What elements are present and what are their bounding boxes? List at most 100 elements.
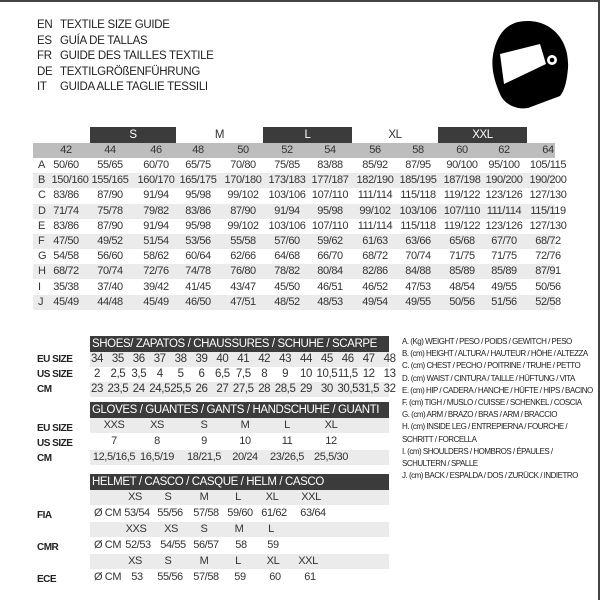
table-cell: 71/75: [449, 250, 475, 263]
legend-line: D. (cm) WAIST / CINTURA / TAILLE / HÜFTU…: [402, 373, 575, 383]
table-cell: 31,5: [358, 383, 380, 395]
table-cell: 65/75: [185, 159, 211, 171]
table-cell: 8: [154, 435, 160, 447]
shoes-header: SHOES/ ZAPATOS / CHAUSSURES / SCHUHE / S…: [90, 336, 389, 352]
table-cell: 170/180: [224, 174, 262, 187]
row-label: EU SIZE: [37, 354, 73, 365]
table-cell: 119/122: [443, 189, 481, 202]
title-text: GUIDA ALLE TAGLIE TESSILI: [60, 81, 208, 93]
unit-label: Ø CM: [94, 507, 122, 519]
helmet-size: M: [199, 491, 209, 503]
table-cell: 91/94: [274, 204, 300, 217]
table-cell: 8: [261, 368, 268, 380]
table-cell: 30: [320, 383, 333, 395]
size-band-label: S: [129, 129, 137, 141]
row-stripe: [90, 418, 389, 433]
table-cell: 50/56: [449, 295, 475, 308]
table-cell: 99/102: [359, 204, 391, 217]
table-cell: 85/89: [449, 265, 475, 278]
row-stripe: [33, 173, 555, 189]
row-letter: B: [38, 174, 45, 187]
table-cell: 74/78: [185, 265, 211, 278]
size-number: 56: [369, 144, 381, 156]
title-line: IT GUIDA ALLE TAGLIE TESSILI: [37, 81, 208, 94]
table-cell: 23/26,5: [270, 451, 304, 463]
table-cell: 55/56: [157, 571, 183, 583]
table-cell: 70/80: [230, 159, 256, 171]
row-label: CM: [37, 453, 52, 464]
title-line: ES GUÍA DE TALLAS: [37, 35, 148, 48]
table-cell: 61: [304, 571, 316, 583]
table-cell: 107/110: [311, 189, 349, 202]
row-letter: H: [38, 265, 46, 278]
table-cell: 60/64: [185, 250, 211, 263]
table-cell: 23,5: [107, 383, 129, 395]
helmet-size: XL: [265, 491, 279, 503]
table-cell: 12: [362, 368, 375, 380]
table-cell: 53/56: [185, 235, 211, 247]
table-cell: XS: [150, 419, 164, 431]
unit-label: Ø CM: [94, 571, 122, 583]
table-cell: 12,5/16,5: [92, 451, 136, 463]
table-cell: 60: [269, 571, 281, 583]
table-cell: 71/75: [491, 250, 517, 263]
row-letter: I: [38, 280, 41, 293]
table-cell: 127/130: [529, 189, 567, 202]
table-cell: 70/74: [97, 265, 123, 278]
table-cell: 53: [131, 571, 143, 583]
table-cell: 4: [156, 368, 163, 380]
row-label: EU SIZE: [37, 423, 73, 434]
table-cell: XL: [324, 419, 338, 431]
table-cell: 123/126: [485, 189, 523, 202]
table-cell: 190/200: [529, 174, 567, 187]
table-cell: 160/170: [137, 174, 175, 187]
table-cell: 185/195: [399, 174, 437, 187]
size-number: 50: [237, 144, 249, 156]
table-cell: 9: [201, 435, 207, 447]
size-band-label: M: [214, 129, 225, 141]
table-cell: 82/86: [362, 265, 388, 278]
legend-line: G. (cm) ARM / BRAZO / BRAS / ARM / BRACC…: [402, 410, 558, 420]
table-cell: 119/122: [443, 219, 481, 232]
table-cell: 56/57: [193, 539, 219, 551]
row-stripe: [90, 352, 389, 367]
table-cell: 18/21,5: [187, 451, 221, 463]
table-cell: 84/88: [405, 265, 431, 278]
table-cell: 87/91: [535, 265, 561, 278]
legend-line: F. (cm) TIGH / MUSLO / CUISSE / SCHENKEL…: [402, 398, 582, 408]
helmet-size: XS: [128, 555, 142, 567]
table-cell: 43/47: [230, 280, 256, 293]
table-cell: 51/56: [491, 295, 517, 308]
table-cell: 42: [258, 353, 271, 365]
legend-line: B. (cm) HEIGHT / ALTURA / HAUTEUR / HÖHE…: [402, 349, 588, 359]
legend-line: SCHULTERN / SPALLE: [402, 459, 478, 469]
table-cell: 61/63: [362, 235, 388, 247]
legend-line: C. (cm) CHEST / PECHO / POITRINE / TRUHE…: [402, 361, 581, 371]
legend-line: A. (Kg) WEIGHT / PESO / POIDS / GEWITCH …: [402, 337, 572, 346]
table-cell: 29: [300, 383, 312, 395]
title-line: FR GUIDE DES TAILLES TEXTILE: [37, 50, 214, 63]
table-cell: 34: [91, 353, 103, 365]
table-cell: 41/45: [185, 280, 211, 293]
table-cell: 105/115: [529, 159, 567, 171]
table-cell: 95/98: [185, 189, 211, 202]
table-cell: S: [200, 419, 208, 431]
size-number: 58: [412, 144, 424, 156]
table-cell: 67/70: [491, 235, 517, 247]
row-stripe: [90, 382, 389, 397]
size-band-m: M: [176, 127, 263, 143]
table-cell: 47/53: [405, 280, 431, 293]
helmet-size: L: [235, 491, 241, 503]
gloves-header: GLOVES / GUANTES / GANTS / HANDSCHUHE / …: [90, 402, 389, 418]
table-cell: 95/98: [185, 219, 211, 232]
table-cell: 182/190: [356, 174, 394, 187]
table-cell: 85/92: [362, 159, 388, 171]
table-cell: 63/64: [300, 507, 326, 519]
table-cell: 5: [177, 368, 184, 380]
table-cell: 103/106: [268, 219, 306, 232]
table-cell: 99/102: [227, 219, 259, 232]
table-cell: 45/50: [274, 280, 300, 293]
row-label: FIA: [37, 510, 52, 521]
helmet-size: XXL: [298, 555, 318, 567]
table-cell: 51/54: [143, 235, 169, 247]
